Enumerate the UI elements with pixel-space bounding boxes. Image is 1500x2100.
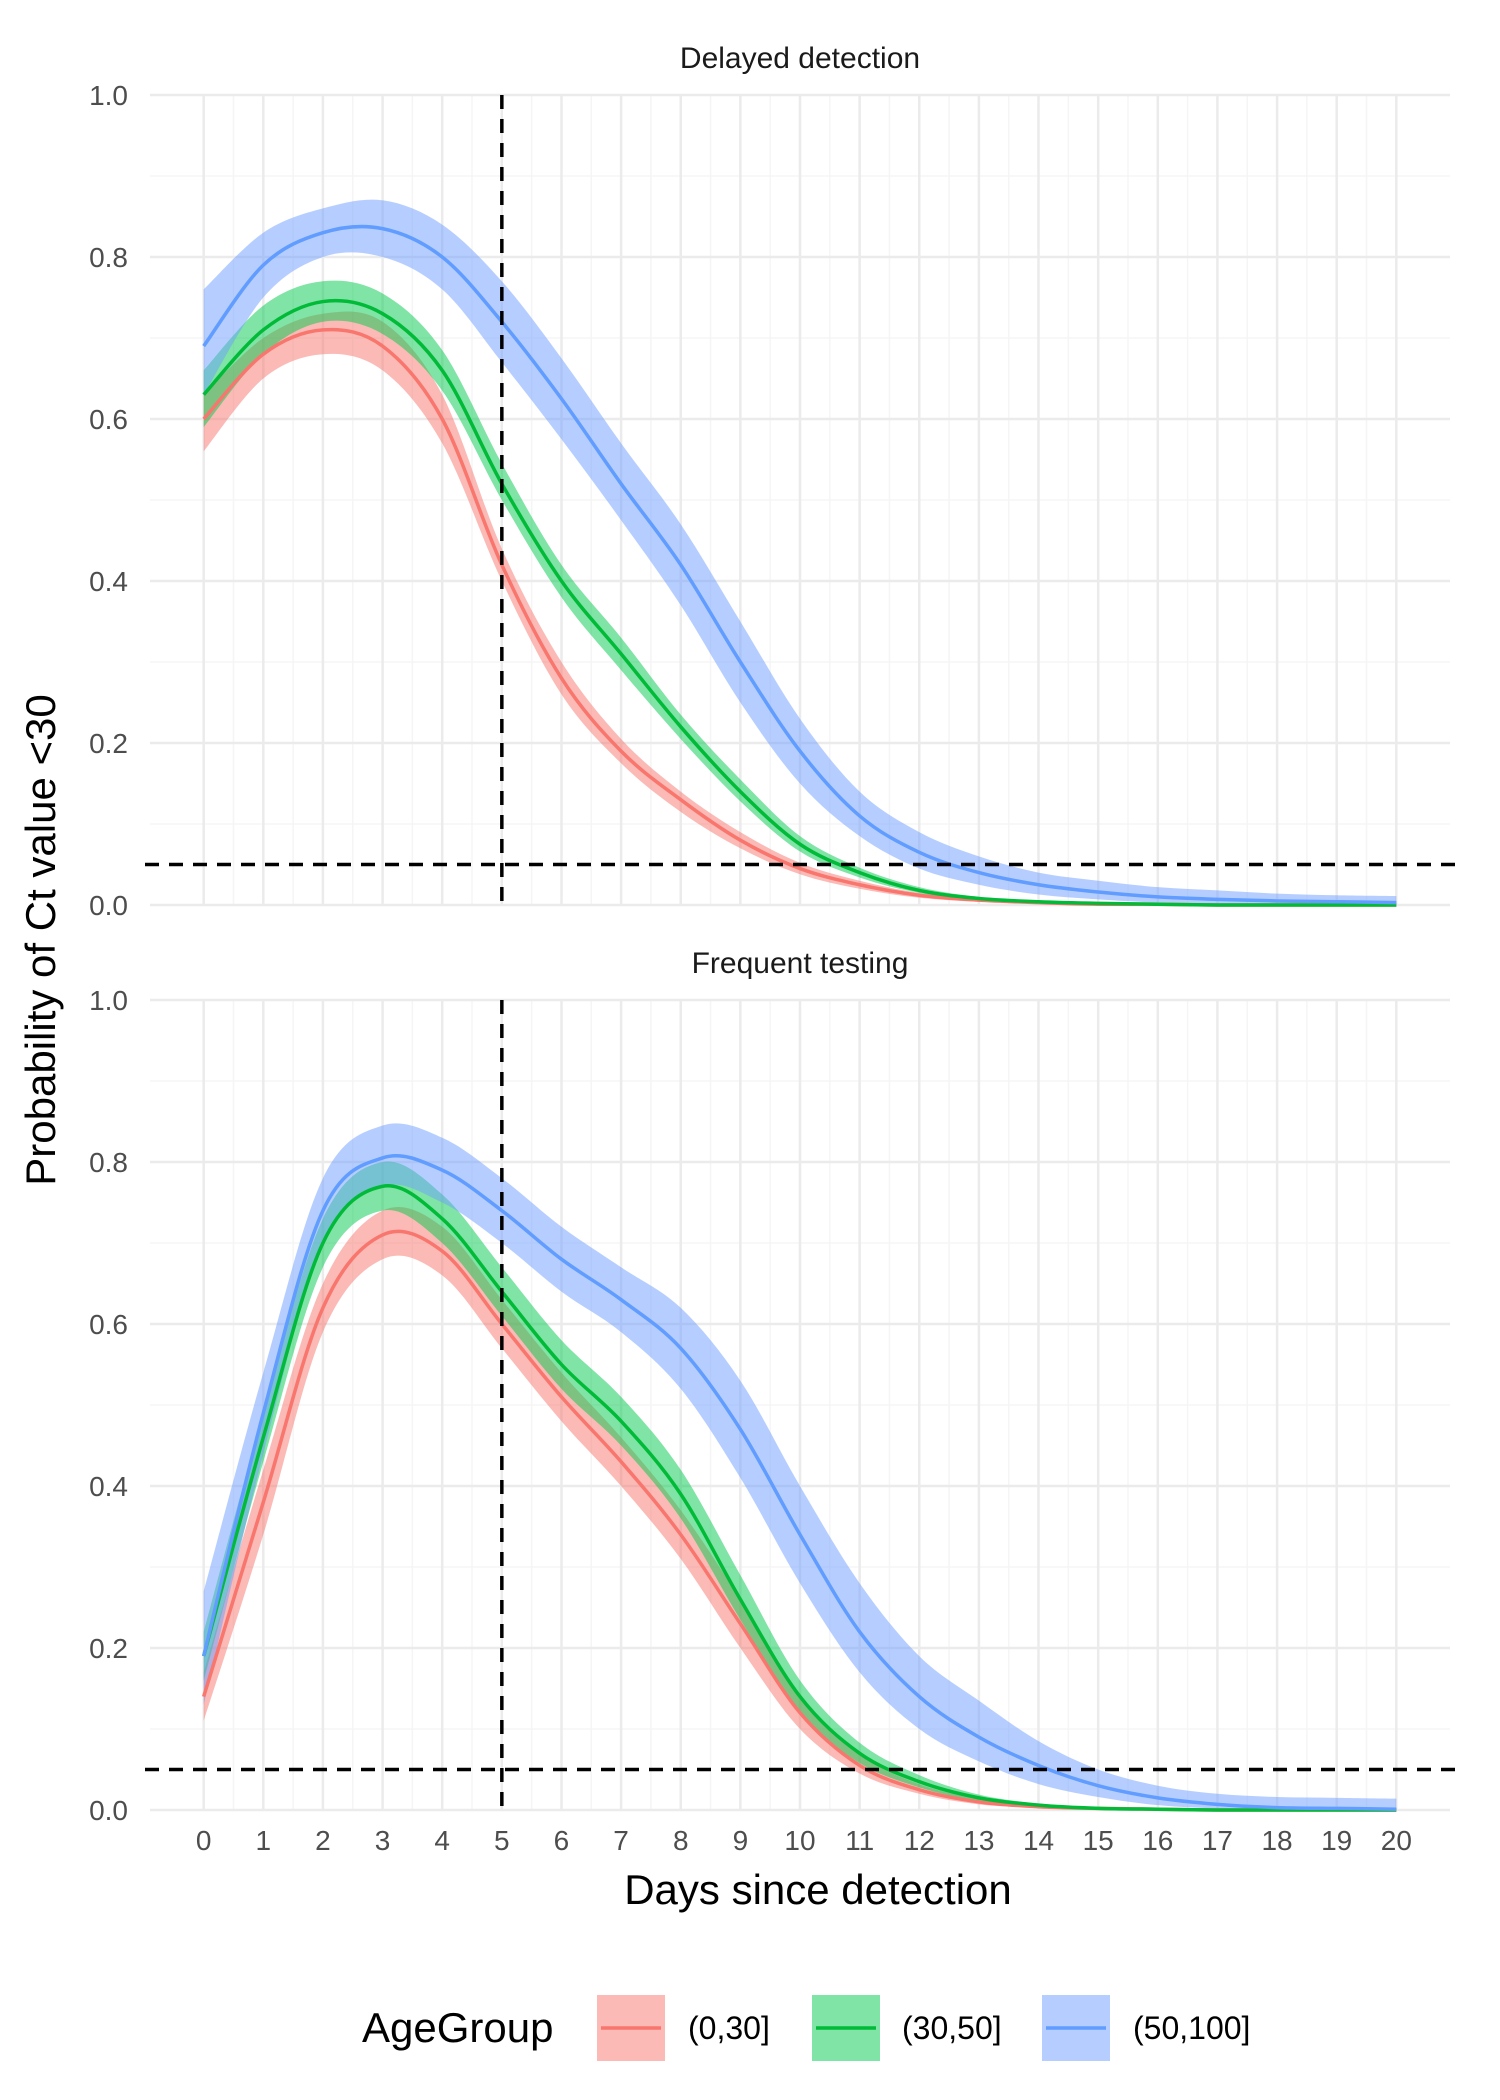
y-tick-label: 0.8 — [89, 242, 128, 273]
y-tick-label: 0.4 — [89, 566, 128, 597]
legend: AgeGroup (0,30] (30,50] (50,100] — [362, 1995, 1250, 2061]
x-tick-label: 9 — [733, 1825, 749, 1856]
y-tick-label: 0.8 — [89, 1147, 128, 1178]
x-axis-title: Days since detection — [624, 1866, 1012, 1913]
x-tick-label: 5 — [494, 1825, 510, 1856]
x-tick-label: 20 — [1381, 1825, 1412, 1856]
x-tick-label: 8 — [673, 1825, 689, 1856]
y-tick-label: 1.0 — [89, 80, 128, 111]
facet-title: Frequent testing — [692, 947, 909, 980]
x-tick-label: 7 — [613, 1825, 629, 1856]
x-tick-label: 13 — [963, 1825, 994, 1856]
x-tick-label: 15 — [1083, 1825, 1114, 1856]
confidence-band — [203, 199, 1397, 906]
x-tick-label: 19 — [1321, 1825, 1352, 1856]
x-tick-label: 6 — [554, 1825, 570, 1856]
y-tick-label: 0.0 — [89, 890, 128, 921]
series-line — [202, 224, 1397, 905]
x-tick-label: 0 — [196, 1825, 212, 1856]
y-tick-label: 0.6 — [89, 404, 128, 435]
facet-panel: Delayed detection 0.0 0.2 0.4 0.6 0.8 1.0 — [89, 42, 1455, 921]
chart-panels: Delayed detection 0.0 0.2 0.4 0.6 0.8 1.0 Frequ… — [89, 42, 1455, 1856]
y-tick-label: 0.2 — [89, 728, 128, 759]
legend-label: (30,50] — [902, 2010, 1002, 2046]
x-tick-label: 10 — [784, 1825, 815, 1856]
legend-label: (50,100] — [1133, 2010, 1250, 2046]
x-tick-label: 1 — [256, 1825, 272, 1856]
x-tick-label: 14 — [1023, 1825, 1054, 1856]
facet-title: Delayed detection — [680, 42, 920, 75]
legend-label: (0,30] — [688, 2010, 770, 2046]
series-line — [201, 1154, 1397, 1811]
series-line — [201, 1184, 1397, 1812]
x-tick-label: 16 — [1142, 1825, 1173, 1856]
x-tick-label: 2 — [315, 1825, 331, 1856]
confidence-band — [203, 1123, 1397, 1811]
x-tick-label: 18 — [1261, 1825, 1292, 1856]
legend-title: AgeGroup — [362, 2004, 553, 2051]
x-tick-label: 12 — [904, 1825, 935, 1856]
x-tick-label: 11 — [845, 1825, 874, 1856]
x-tick-label: 4 — [434, 1825, 450, 1856]
y-tick-label: 0.6 — [89, 1309, 128, 1340]
y-axis-title: Probability of Ct value <30 — [17, 694, 64, 1185]
series-line — [202, 298, 1397, 907]
y-tick-label: 0.4 — [89, 1471, 128, 1502]
x-tick-label: 17 — [1202, 1825, 1233, 1856]
y-tick-label: 0.0 — [89, 1795, 128, 1826]
y-tick-label: 1.0 — [89, 985, 128, 1016]
x-tick-label: 3 — [375, 1825, 391, 1856]
y-tick-label: 0.2 — [89, 1633, 128, 1664]
